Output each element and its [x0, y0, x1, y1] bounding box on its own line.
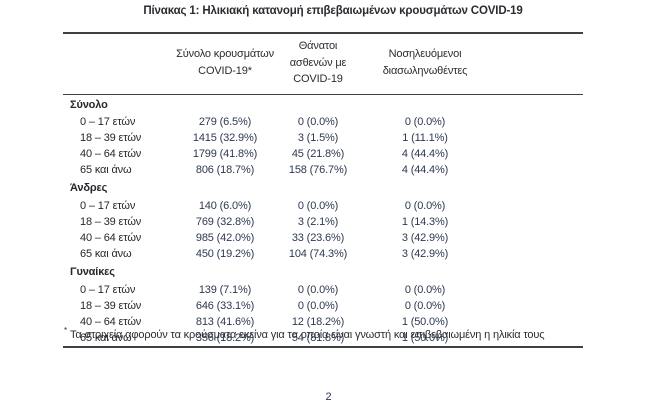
intubated-cell: 1 (11.1%) [402, 131, 448, 144]
deaths-cell: 158 (76.7%) [288, 164, 348, 177]
footnote-text: Τα στοιχεία αφορούν τα κρούσματα εκείνα … [69, 329, 545, 341]
table-row: 40 – 64 ετών 813 (41.6%) 12 (18.2%) 1 (5… [63, 314, 583, 330]
table-header-row: Σύνολο κρουσμάτων COVID-19* Θάνατοι ασθε… [63, 34, 583, 95]
age-label: 0 – 17 ετών [80, 199, 136, 212]
section-header-women: Γυναίκες [63, 262, 583, 281]
deaths-cell: 0 (0.0%) [297, 299, 339, 312]
cases-cell: 1415 (32.9%) [192, 131, 258, 144]
table-row: 65 και άνω 806 (18.7%) 158 (76.7%) 4 (44… [63, 162, 583, 178]
intubated-cell: 1 (50.0%) [401, 315, 449, 328]
table-row: 18 – 39 ετών 646 (33.1%) 0 (0.0%) 0 (0.0… [63, 298, 583, 314]
footnote-marker: * [64, 326, 67, 336]
table-row: 0 – 17 ετών 140 (6.0%) 0 (0.0%) 0 (0.0%) [63, 198, 583, 214]
age-label: 40 – 64 ετών [80, 315, 142, 328]
intubated-cell: 1 (14.3%) [401, 215, 449, 228]
column-header-line: Νοσηλευόμενοι [388, 48, 462, 61]
deaths-cell: 3 (1.5%) [297, 131, 339, 144]
intubated-cell: 0 (0.0%) [404, 283, 446, 296]
page-number: 2 [325, 391, 332, 403]
deaths-cell: 12 (18.2%) [291, 315, 345, 328]
age-label: 40 – 64 ετών [80, 232, 142, 244]
intubated-cell: 1 (50.0%) [401, 332, 449, 345]
intubated-cell: 3 (42.9%) [401, 248, 449, 261]
column-header-intubated: Νοσηλευόμενοι διασωληνωθέντες [359, 46, 491, 79]
table-row: 18 – 39 ετών 769 (32.8%) 3 (2.1%) 1 (14.… [63, 214, 583, 230]
section-label: Σύνολο [70, 98, 108, 111]
age-label: 18 – 39 ετών [80, 131, 142, 144]
age-label: 65 και άνω [80, 164, 132, 177]
cases-cell: 139 (7.1%) [198, 283, 252, 296]
deaths-cell: 0 (0.0%) [297, 283, 339, 296]
intubated-cell: 0 (0.0%) [404, 115, 446, 128]
deaths-cell: 33 (23.6%) [291, 232, 345, 244]
intubated-cell: 0 (0.0%) [404, 199, 446, 212]
deaths-cell: 54 (81.8%) [291, 332, 345, 345]
table-row: 40 – 64 ετών 985 (42.0%) 33 (23.6%) 3 (4… [63, 230, 583, 246]
cases-cell: 450 (19.2%) [195, 248, 255, 261]
table-title: Πίνακας 1: Ηλικιακή κατανομή επιβεβαιωμέ… [143, 5, 523, 17]
column-header-line: Θάνατοι ασθενών με [289, 40, 347, 69]
age-label: 0 – 17 ετών [80, 115, 136, 128]
table-row: 65 και άνω 356 (18.2%) 54 (81.8%) 1 (50.… [63, 330, 583, 346]
section-label: Γυναίκες [70, 266, 115, 279]
section-label: Άνδρες [70, 182, 108, 195]
table-row: 40 – 64 ετών 1799 (41.8%) 45 (21.8%) 4 (… [63, 146, 583, 162]
cases-cell: 769 (32.8%) [195, 215, 255, 228]
deaths-cell: 3 (2.1%) [297, 215, 339, 228]
cases-cell: 140 (6.0%) [198, 199, 252, 212]
cases-cell: 985 (42.0%) [195, 232, 255, 244]
table-row: 0 – 17 ετών 279 (6.5%) 0 (0.0%) 0 (0.0%) [63, 114, 583, 130]
column-header-cases: Σύνολο κρουσμάτων COVID-19* [173, 46, 277, 79]
section-header-men: Άνδρες [63, 178, 583, 197]
intubated-cell: 3 (42.9%) [401, 232, 449, 244]
age-label: 40 – 64 ετών [80, 148, 142, 161]
covid-age-table: Σύνολο κρουσμάτων COVID-19* Θάνατοι ασθε… [63, 32, 583, 349]
table-row: 65 και άνω 450 (19.2%) 104 (74.3%) 3 (42… [63, 246, 583, 262]
deaths-cell: 45 (21.8%) [291, 148, 345, 161]
deaths-cell: 104 (74.3%) [288, 248, 348, 261]
table-row: 0 – 17 ετών 139 (7.1%) 0 (0.0%) 0 (0.0%) [63, 282, 583, 298]
deaths-cell: 0 (0.0%) [297, 199, 339, 212]
age-label: 18 – 39 ετών [80, 299, 142, 312]
intubated-cell: 4 (44.4%) [401, 164, 449, 177]
column-header-deaths: Θάνατοι ασθενών με COVID-19 [277, 38, 359, 88]
age-label: 0 – 17 ετών [80, 283, 136, 296]
cases-cell: 646 (33.1%) [195, 299, 255, 312]
cases-cell: 1799 (41.8%) [192, 148, 258, 161]
intubated-cell: 0 (0.0%) [404, 299, 446, 312]
cases-cell: 806 (18.7%) [195, 164, 255, 177]
age-label: 65 και άνω [80, 332, 132, 345]
column-header-line: Σύνολο κρουσμάτων [176, 48, 274, 61]
deaths-cell: 0 (0.0%) [297, 115, 339, 128]
section-header-total: Σύνολο [63, 95, 583, 114]
cases-cell: 279 (6.5%) [198, 115, 252, 128]
age-label: 18 – 39 ετών [80, 215, 142, 228]
table-footnote: * Τα στοιχεία αφορούν τα κρούσματα εκείνα… [64, 326, 594, 341]
cases-cell: 356 (18.2%) [195, 332, 255, 345]
intubated-cell: 4 (44.4%) [401, 148, 449, 161]
table-row: 18 – 39 ετών 1415 (32.9%) 3 (1.5%) 1 (11… [63, 130, 583, 146]
age-label: 65 και άνω [80, 248, 132, 261]
column-header-line: COVID-19* [198, 64, 252, 77]
column-header-line: COVID-19 [293, 73, 343, 85]
column-header-line: διασωληνωθέντες [382, 64, 468, 77]
cases-cell: 813 (41.6%) [195, 315, 255, 328]
